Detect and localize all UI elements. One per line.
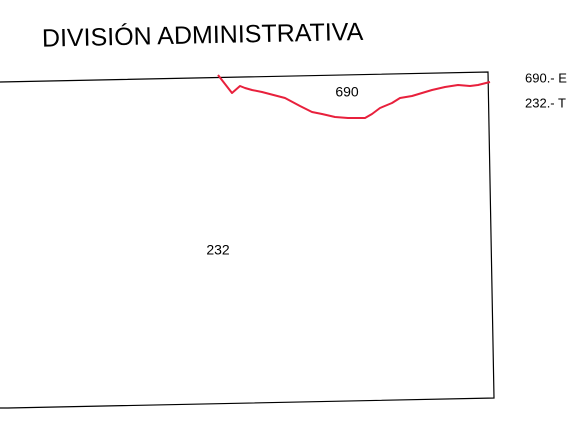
region-boundary — [217, 74, 491, 119]
region-label: 690 — [335, 84, 359, 100]
region-label: 232 — [206, 242, 230, 258]
municipality-boundary — [0, 71, 495, 409]
legend-entry: 690.- E — [525, 70, 567, 85]
map-title: DIVISIÓN ADMINISTRATIVA — [42, 17, 364, 53]
legend-entry: 232.- T — [525, 95, 566, 110]
